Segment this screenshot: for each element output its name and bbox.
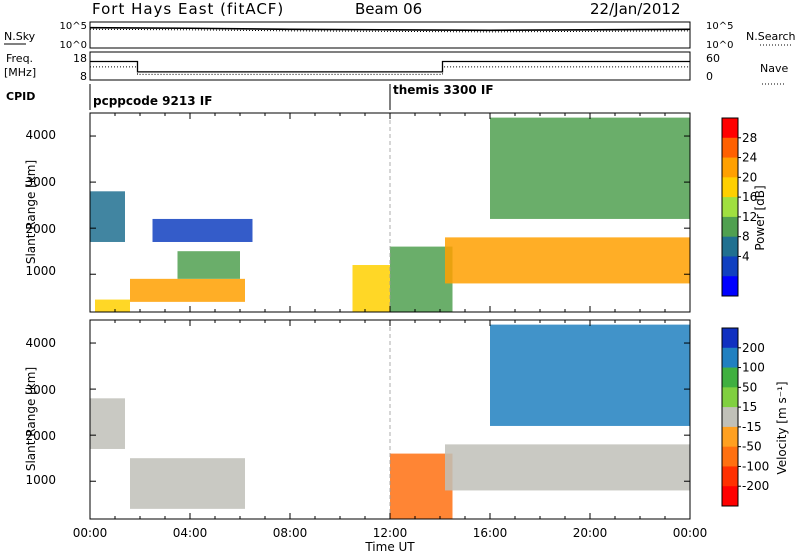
freq-left-tick-bottom: 8 [80,70,87,83]
frequency-line [90,60,690,73]
velocity-colorbar-tick-2: 50 [742,380,757,394]
xtick-3: 12:00 [373,526,408,540]
power-colorbar-segment-4 [722,197,738,218]
velocity-colorbar-tick-1: 100 [742,361,765,375]
velocity-colorbar-tick-7: -200 [742,479,769,493]
cpid-label: CPID [6,90,35,103]
cpid-mode-1: themis 3300 IF [393,83,494,97]
noise-right-tick-bottom: 10^0 [706,40,733,51]
power-colorbar-segment-0 [722,118,738,139]
velocity-colorbar-segment-4 [722,407,738,428]
xtick-5: 20:00 [573,526,608,540]
xtick-1: 04:00 [173,526,208,540]
power-region-2 [130,278,245,302]
power-colorbar-segment-2 [722,157,738,178]
power-ytick-4000: 4000 [25,128,56,142]
velocity-region-3 [445,444,690,491]
power-colorbar-tick-1: 24 [742,151,757,165]
power-colorbar-tick-4: 12 [742,210,757,224]
power-region-7 [445,237,690,284]
power-colorbar-tick-6: 4 [742,249,750,263]
xtick-2: 08:00 [273,526,308,540]
velocity-colorbar-segment-7 [722,466,738,487]
velocity-colorbar-segment-3 [722,387,738,408]
x-axis: 00:00 04:00 08:00 12:00 16:00 20:00 00:0… [73,526,708,554]
power-colorbar-tick-0: 28 [742,131,757,145]
freq-right-tick-bottom: 0 [706,70,713,83]
power-region-1 [95,299,130,312]
frequency-frame [89,51,691,81]
power-colorbar-segment-5 [722,216,738,238]
velocity-colorbar-label: Velocity [m s⁻¹] [775,381,789,474]
power-colorbar-tick-2: 20 [742,170,757,184]
velocity-colorbar-segment-1 [722,347,738,369]
power-region-8 [490,117,690,219]
velocity-colorbar-segment-8 [722,486,738,507]
velocity-colorbar-tick-0: 200 [742,341,765,355]
velocity-region-1 [130,458,245,509]
power-colorbar-segment-7 [722,256,738,277]
nave-line [90,66,690,75]
power-region-6 [390,246,453,312]
power-region-4 [152,218,253,242]
velocity-colorbar-segment-6 [722,446,738,467]
velocity-colorbar-segment-2 [722,367,738,388]
noise-line-1 [89,28,691,33]
velocity-ytick-2000: 2000 [25,429,56,443]
freq-left-label: Freq. [6,52,33,65]
power-panel: Slant Range [km] 4000 3000 2000 1000 28 2… [24,112,767,313]
power-colorbar-segment-3 [722,177,738,198]
noise-left-label: N.Sky [4,30,36,43]
velocity-ytick-1000: 1000 [25,473,56,487]
xtick-6: 00:00 [673,526,708,540]
noise-frame [89,21,691,49]
xtick-4: 16:00 [473,526,508,540]
power-ytick-1000: 1000 [25,264,56,278]
velocity-region-4 [490,324,690,426]
power-region-5 [352,265,390,312]
power-colorbar-label: Power [dB] [753,185,767,250]
velocity-ylabel: Slant Range [km] [24,367,38,471]
velocity-panel: Slant Range [km] 4000 3000 2000 1000 200… [24,319,789,520]
noise-left-tick-top: 10^5 [60,21,87,32]
x-axis-title: Time UT [364,540,415,554]
velocity-region-0 [90,398,125,449]
freq-left-unit: [MHz] [4,66,36,79]
velocity-ytick-3000: 3000 [25,383,56,397]
power-colorbar-segment-6 [722,236,738,257]
freq-left-tick-top: 18 [73,52,87,65]
noise-panel: N.Sky 10^5 10^0 10^5 10^0 N.Search [4,21,796,51]
noise-left-tick-bottom: 10^0 [60,40,87,51]
velocity-colorbar-tick-3: 15 [742,400,757,414]
velocity-colorbar-segment-0 [722,328,738,349]
date-title: 22/Jan/2012 [590,0,681,18]
power-ytick-3000: 3000 [25,175,56,189]
noise-right-tick-top: 10^5 [706,21,733,32]
power-colorbar-tick-3: 16 [742,190,757,204]
power-region-0 [90,191,125,242]
power-ytick-2000: 2000 [25,222,56,236]
noise-right-label: N.Search [746,30,796,43]
freq-right-tick-top: 60 [706,52,720,65]
frequency-panel: Freq. [MHz] 18 8 60 0 Nave [4,51,788,85]
noise-line-0 [89,26,691,32]
velocity-colorbar-tick-4: -15 [742,420,762,434]
velocity-colorbar-segment-5 [722,426,738,448]
xtick-0: 00:00 [73,526,108,540]
power-region-3 [177,251,240,279]
velocity-colorbar-tick-6: -100 [742,459,769,473]
velocity-region-2 [390,453,453,519]
beam-title: Beam 06 [355,0,422,18]
power-colorbar-segment-1 [722,137,738,159]
power-ylabel: Slant Range [km] [24,160,38,264]
freq-right-label: Nave [760,62,788,75]
velocity-ytick-4000: 4000 [25,336,56,350]
cpid-panel: CPID pcppcode 9213 IF themis 3300 IF [6,83,494,110]
velocity-colorbar-tick-5: -50 [742,440,762,454]
cpid-mode-0: pcppcode 9213 IF [93,94,212,108]
power-colorbar-segment-8 [722,276,738,297]
station-title: Fort Hays East (fitACF) [92,0,284,18]
power-colorbar-tick-5: 8 [742,230,750,244]
